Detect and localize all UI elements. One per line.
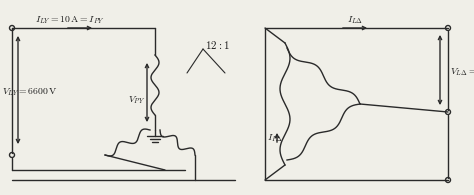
Text: $V_{PY}$: $V_{PY}$ <box>128 94 145 106</box>
Text: $I_{LY}= 10 \, \mathrm{A} = I_{PY}$: $I_{LY}= 10 \, \mathrm{A} = I_{PY}$ <box>35 14 105 26</box>
Text: $I_{P\Delta}$: $I_{P\Delta}$ <box>267 132 283 144</box>
Text: $V_{LY}= 6600 \, \mathrm{V}$: $V_{LY}= 6600 \, \mathrm{V}$ <box>2 86 58 98</box>
Text: $V_{L\Delta} = V_{P\Delta}$: $V_{L\Delta} = V_{P\Delta}$ <box>450 66 474 78</box>
Text: $I_{L\Delta}$: $I_{L\Delta}$ <box>347 14 363 26</box>
Text: $12:1$: $12:1$ <box>205 39 230 51</box>
